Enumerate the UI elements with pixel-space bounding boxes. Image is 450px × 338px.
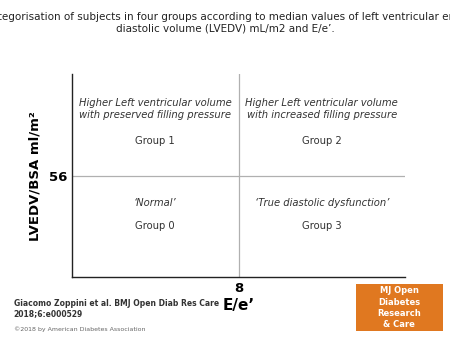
Y-axis label: LVEDV/BSA ml/m²: LVEDV/BSA ml/m² — [29, 111, 42, 241]
Text: Giacomo Zoppini et al. BMJ Open Diab Res Care
2018;6:e000529: Giacomo Zoppini et al. BMJ Open Diab Res… — [14, 299, 219, 318]
Text: Higher Left ventricular volume
with increased filling pressure: Higher Left ventricular volume with incr… — [245, 98, 398, 120]
Text: Group 2: Group 2 — [302, 136, 342, 146]
Text: MJ Open
Diabetes
Research
& Care: MJ Open Diabetes Research & Care — [378, 286, 421, 329]
Text: ‘True diastolic dysfunction’: ‘True diastolic dysfunction’ — [255, 198, 389, 208]
Text: Higher Left ventricular volume
with preserved filling pressure: Higher Left ventricular volume with pres… — [79, 98, 232, 120]
Text: Categorisation of subjects in four groups according to median values of left ven: Categorisation of subjects in four group… — [0, 12, 450, 33]
Text: Group 3: Group 3 — [302, 221, 342, 232]
X-axis label: E/e’: E/e’ — [222, 298, 255, 313]
Text: ‘Normal’: ‘Normal’ — [134, 198, 176, 208]
Text: Group 0: Group 0 — [135, 221, 175, 232]
Text: Group 1: Group 1 — [135, 136, 175, 146]
Text: ©2018 by American Diabetes Association: ©2018 by American Diabetes Association — [14, 326, 145, 332]
